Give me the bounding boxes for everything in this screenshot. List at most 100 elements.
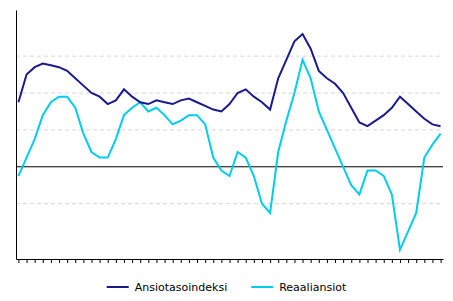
x-tick-mark	[359, 259, 360, 263]
x-tick-mark	[238, 259, 239, 263]
x-tick-mark	[51, 259, 52, 263]
x-tick	[319, 259, 320, 263]
x-tick-mark	[181, 259, 182, 263]
x-tick-mark	[59, 259, 60, 263]
x-tick	[35, 259, 36, 263]
x-tick-mark	[189, 259, 190, 263]
x-tick	[18, 259, 19, 263]
x-tick	[124, 259, 125, 263]
y-axis	[16, 11, 18, 260]
x-tick	[67, 259, 68, 263]
x-tick-mark	[384, 259, 385, 263]
x-tick	[359, 259, 360, 263]
x-tick-mark	[43, 259, 44, 263]
x-tick	[91, 259, 92, 263]
x-tick	[173, 259, 174, 263]
x-tick	[238, 259, 239, 263]
grid-line	[16, 129, 443, 130]
x-tick-mark	[27, 259, 28, 263]
x-tick-mark	[35, 259, 36, 263]
x-tick-mark	[319, 259, 320, 263]
x-tick	[327, 259, 328, 263]
x-tick	[75, 259, 76, 263]
x-tick	[262, 259, 263, 263]
grid	[16, 56, 443, 204]
x-tick-mark	[327, 259, 328, 263]
x-tick	[400, 259, 401, 263]
x-tick-mark	[91, 259, 92, 263]
x-tick	[43, 259, 44, 263]
x-tick-mark	[173, 259, 174, 263]
x-tick-mark	[165, 259, 166, 263]
x-tick	[132, 259, 133, 263]
x-tick	[441, 259, 442, 263]
x-tick	[148, 259, 149, 263]
x-tick-mark	[441, 259, 442, 263]
x-tick-mark	[230, 259, 231, 263]
x-tick-mark	[424, 259, 425, 263]
x-tick	[335, 259, 336, 263]
x-tick-mark	[408, 259, 409, 263]
x-tick-mark	[335, 259, 336, 263]
x-tick-mark	[140, 259, 141, 263]
x-tick	[424, 259, 425, 263]
x-tick	[116, 259, 117, 263]
x-tick-mark	[303, 259, 304, 263]
x-tick-mark	[351, 259, 352, 263]
x-tick	[27, 259, 28, 263]
legend-item: Ansiotasoindeksi	[107, 281, 227, 294]
x-tick-mark	[270, 259, 271, 263]
x-tick-mark	[205, 259, 206, 263]
x-tick-mark	[432, 259, 433, 263]
x-tick-mark	[100, 259, 101, 263]
x-tick	[213, 259, 214, 263]
x-tick	[368, 259, 369, 263]
x-tick	[83, 259, 84, 263]
x-tick	[221, 259, 222, 263]
x-tick-mark	[262, 259, 263, 263]
x-tick-mark	[392, 259, 393, 263]
legend-swatch	[107, 286, 129, 288]
grid-line	[16, 203, 443, 204]
x-tick	[303, 259, 304, 263]
lines	[18, 34, 440, 250]
x-tick-mark	[311, 259, 312, 263]
series-line	[18, 60, 440, 250]
x-tick-mark	[75, 259, 76, 263]
y-axis-line	[16, 11, 17, 260]
x-tick	[294, 259, 295, 263]
plot	[16, 11, 444, 264]
x-tick	[351, 259, 352, 263]
x-tick-mark	[286, 259, 287, 263]
x-tick	[408, 259, 409, 263]
x-tick	[189, 259, 190, 263]
x-tick-mark	[254, 259, 255, 263]
x-tick	[181, 259, 182, 263]
x-tick-mark	[132, 259, 133, 263]
legend-swatch	[251, 286, 273, 288]
x-tick	[392, 259, 393, 263]
x-tick	[205, 259, 206, 263]
x-tick	[254, 259, 255, 263]
x-tick	[432, 259, 433, 263]
x-tick-mark	[213, 259, 214, 263]
legend-label: Reaaliansiot	[279, 281, 347, 294]
x-tick-mark	[83, 259, 84, 263]
x-tick	[343, 259, 344, 263]
x-tick-mark	[116, 259, 117, 263]
x-tick	[286, 259, 287, 263]
x-tick	[100, 259, 101, 263]
x-tick-mark	[368, 259, 369, 263]
x-tick-mark	[416, 259, 417, 263]
x-tick	[278, 259, 279, 263]
x-tick-mark	[197, 259, 198, 263]
x-axis	[17, 259, 444, 263]
x-tick	[165, 259, 166, 263]
x-tick	[270, 259, 271, 263]
chart: Ansiotasoindeksi Reaaliansiot	[0, 0, 453, 301]
legend-label: Ansiotasoindeksi	[135, 281, 227, 294]
x-tick-mark	[156, 259, 157, 263]
x-tick-mark	[376, 259, 377, 263]
x-tick-mark	[294, 259, 295, 263]
x-tick	[416, 259, 417, 263]
